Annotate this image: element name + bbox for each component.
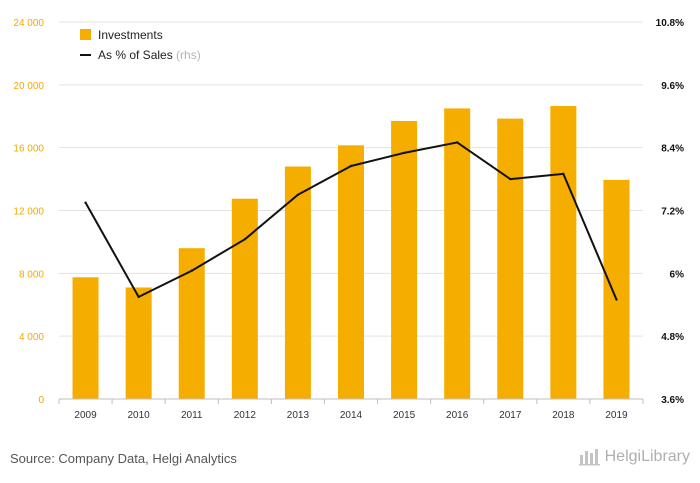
point-sales-pct-2018 bbox=[562, 172, 565, 176]
brand-logo: HelgiLibrary bbox=[578, 448, 690, 466]
bar-investments-2018 bbox=[550, 106, 577, 399]
x-tick-label: 2009 bbox=[74, 410, 97, 421]
y-left-tick-label: 20 000 bbox=[13, 81, 44, 92]
bar-investments-2012 bbox=[231, 198, 258, 399]
bar-investments-2013 bbox=[284, 166, 311, 399]
legend-rhs-suffix: (rhs) bbox=[176, 48, 201, 62]
x-tick-label: 2012 bbox=[234, 410, 257, 421]
line-series bbox=[84, 141, 618, 301]
bar-investments-2016 bbox=[444, 108, 471, 399]
brand-name: HelgiLibrary bbox=[604, 448, 690, 465]
bar-investments-2017 bbox=[497, 118, 524, 399]
point-sales-pct-2012 bbox=[243, 238, 247, 241]
x-tick-label: 2010 bbox=[128, 410, 151, 421]
point-sales-pct-2009 bbox=[84, 201, 87, 204]
point-sales-pct-2017 bbox=[509, 177, 512, 181]
y-left-tick-label: 8 000 bbox=[19, 269, 44, 280]
y-left-tick-label: 12 000 bbox=[13, 207, 44, 218]
point-sales-pct-2015 bbox=[402, 151, 406, 155]
y-right-tick-label: 7.2% bbox=[661, 207, 684, 218]
y-right-tick-label: 9.6% bbox=[661, 81, 684, 92]
point-sales-pct-2011 bbox=[190, 269, 193, 272]
y-right-tick-label: 3.6% bbox=[661, 395, 684, 406]
legend: Investments As % of Sales (rhs) bbox=[80, 28, 201, 62]
bar-investments-2015 bbox=[391, 120, 418, 400]
bar-investments-2010 bbox=[125, 287, 152, 399]
legend-swatch-investments bbox=[80, 29, 91, 40]
x-tick-label: 2013 bbox=[287, 410, 310, 421]
point-sales-pct-2013 bbox=[296, 193, 300, 196]
point-sales-pct-2014 bbox=[349, 164, 353, 168]
bar-investments-2014 bbox=[338, 145, 364, 399]
x-tick-label: 2015 bbox=[393, 410, 416, 421]
y-right-tick-label: 6% bbox=[670, 269, 685, 280]
x-tick-label: 2019 bbox=[605, 410, 628, 421]
x-tick-label: 2011 bbox=[181, 410, 203, 421]
x-tick-label: 2014 bbox=[340, 410, 363, 421]
y-right-tick-label: 4.8% bbox=[661, 332, 684, 343]
source-note: Source: Company Data, Helgi Analytics bbox=[10, 451, 237, 466]
y-right-tick-label: 8.4% bbox=[661, 144, 684, 155]
bar-investments-2009 bbox=[72, 277, 99, 399]
x-tick-label: 2017 bbox=[499, 410, 522, 421]
point-sales-pct-2016 bbox=[455, 141, 459, 144]
investments-chart: 0 4 000 8 000 12 000 16 000 20 000 24 000 3.6% 4… bbox=[13, 18, 684, 421]
y-right-tick-label: 10.8% bbox=[656, 18, 684, 29]
point-sales-pct-2010 bbox=[137, 295, 140, 299]
legend-label-investments: Investments bbox=[98, 28, 163, 42]
y-left-tick-label: 0 bbox=[38, 395, 44, 406]
helgi-logo-icon bbox=[578, 449, 600, 466]
x-tick-label: 2018 bbox=[552, 410, 575, 421]
y-left-tick-label: 16 000 bbox=[13, 144, 44, 155]
legend-label-sales-pct: As % of Sales (rhs) bbox=[98, 48, 201, 62]
x-tick-label: 2016 bbox=[446, 410, 469, 421]
y-left-tick-label: 4 000 bbox=[19, 332, 44, 343]
bar-series bbox=[72, 106, 630, 400]
bar-investments-2011 bbox=[178, 248, 205, 399]
bar-investments-2019 bbox=[603, 179, 630, 399]
point-sales-pct-2019 bbox=[615, 298, 618, 301]
y-left-tick-label: 24 000 bbox=[13, 18, 44, 29]
axes: 0 4 000 8 000 12 000 16 000 20 000 24 000 3.6% 4… bbox=[13, 18, 684, 421]
